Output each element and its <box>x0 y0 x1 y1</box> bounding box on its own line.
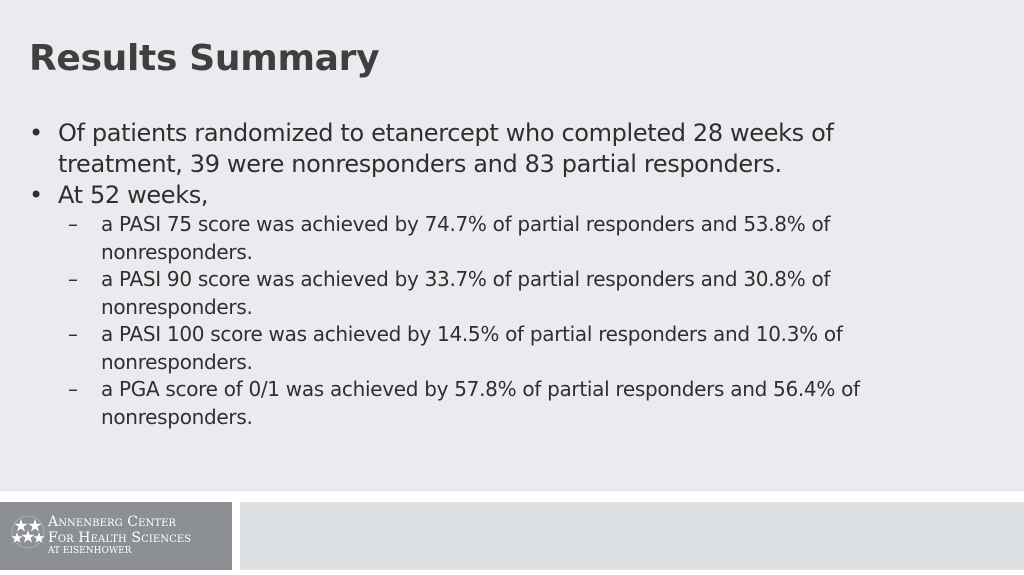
sub-bullet-list: – a PASI 75 score was achieved by 74.7% … <box>58 211 909 431</box>
bullet-list: • Of patients randomized to etanercept w… <box>29 118 909 431</box>
footer-bar <box>240 502 1024 570</box>
sub-bullet-item: – a PASI 90 score was achieved by 33.7% … <box>68 266 909 321</box>
logo-line-2: For Health Sciences <box>48 530 192 546</box>
logo-text: Annenberg Center For Health Sciences at … <box>48 514 191 557</box>
bullet-item: • Of patients randomized to etanercept w… <box>29 118 909 180</box>
sub-bullet-text: a PGA score of 0/1 was achieved by 57.8%… <box>101 377 860 429</box>
stars-cluster-icon <box>11 515 45 549</box>
sub-bullet-marker: – <box>68 267 78 291</box>
sub-bullet-item: – a PASI 100 score was achieved by 14.5%… <box>68 321 909 376</box>
sub-bullet-item: – a PGA score of 0/1 was achieved by 57.… <box>68 376 909 431</box>
slide-title: Results Summary <box>29 38 380 79</box>
sub-bullet-marker: – <box>68 322 78 346</box>
sub-bullet-item: – a PASI 75 score was achieved by 74.7% … <box>68 211 909 266</box>
sub-bullet-text: a PASI 90 score was achieved by 33.7% of… <box>101 267 831 319</box>
logo-line-3: at Eisenhower <box>48 546 132 556</box>
bullet-text: At 52 weeks, <box>58 181 209 209</box>
content-panel: Results Summary • Of patients randomized… <box>0 0 1024 491</box>
sub-bullet-text: a PASI 100 score was achieved by 14.5% o… <box>101 322 843 374</box>
bullet-marker: • <box>29 119 43 147</box>
bullet-item: • At 52 weeks, – a PASI 75 score was ach… <box>29 180 909 431</box>
sub-bullet-marker: – <box>68 212 78 236</box>
annenberg-logo: Annenberg Center For Health Sciences at … <box>0 502 232 570</box>
bullet-marker: • <box>29 181 43 209</box>
logo-line-1: Annenberg Center <box>48 514 177 530</box>
sub-bullet-marker: – <box>68 377 78 401</box>
sub-bullet-text: a PASI 75 score was achieved by 74.7% of… <box>101 212 831 264</box>
bullet-text: Of patients randomized to etanercept who… <box>58 119 834 178</box>
